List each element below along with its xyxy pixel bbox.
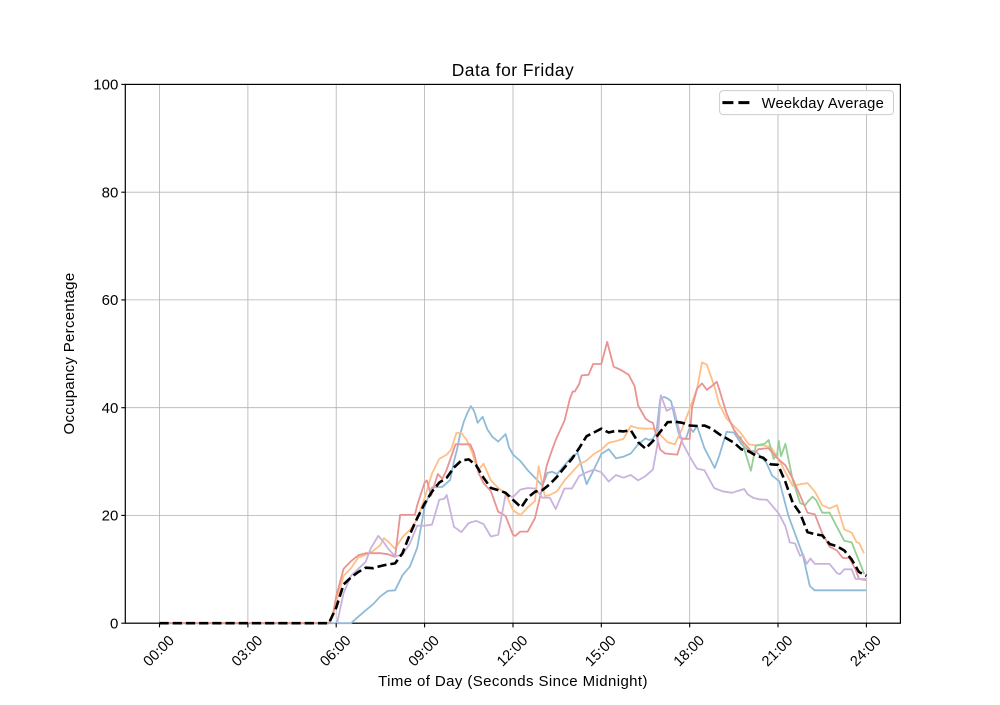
- svg-text:60: 60: [102, 292, 119, 309]
- svg-text:0: 0: [110, 615, 118, 632]
- svg-text:Data for Friday: Data for Friday: [452, 60, 575, 80]
- svg-text:Weekday Average: Weekday Average: [762, 96, 884, 112]
- svg-text:100: 100: [93, 77, 118, 94]
- svg-text:40: 40: [102, 400, 119, 417]
- svg-text:Time of Day (Seconds Since Mid: Time of Day (Seconds Since Midnight): [378, 673, 648, 690]
- svg-text:20: 20: [102, 508, 119, 525]
- svg-text:80: 80: [102, 184, 119, 201]
- svg-text:Occupancy Percentage: Occupancy Percentage: [61, 273, 78, 435]
